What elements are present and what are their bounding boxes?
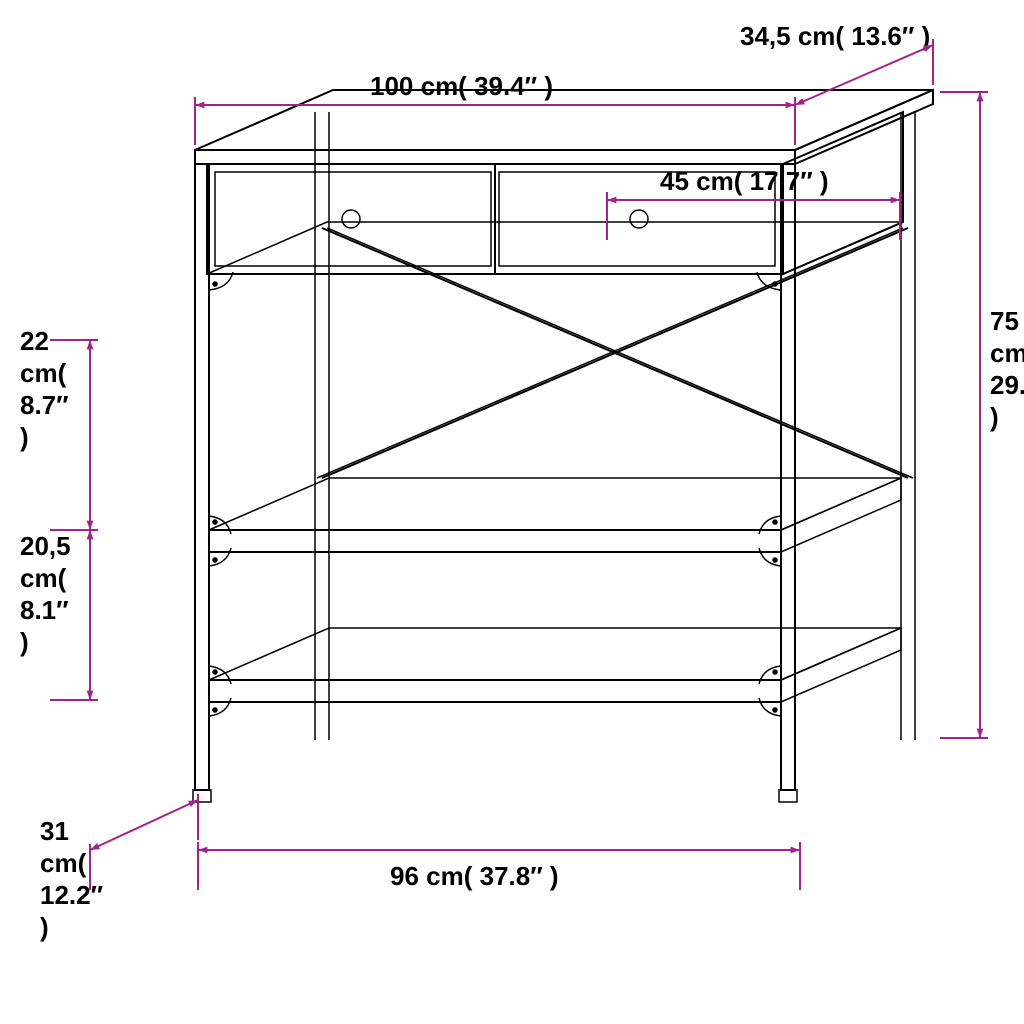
dim-label-shelf1_h-2: 8.7″ [20, 390, 69, 420]
dim-label-shelf2_h-3: ) [20, 627, 29, 657]
dim-label-shelf2_h-2: 8.1″ [20, 595, 69, 625]
dim-label-depth_bottom-2: 12.2″ [40, 880, 103, 910]
dim-label-shelf1_h-3: ) [20, 422, 29, 452]
dim-label-height_right-2: 29.5″ [990, 370, 1024, 400]
dim-label-depth_bottom-1: cm( [40, 848, 87, 878]
dim-width_bottom: 96 cm( 37.8″ ) [390, 861, 559, 891]
dim-label-width_bottom: 96 cm( 37.8″ ) [390, 861, 559, 891]
dim-shelf1_h: 22cm(8.7″) [20, 326, 69, 452]
dim-label-height_right-1: cm( [990, 338, 1024, 368]
dim-label-shelf2_h-0: 20,5 [20, 531, 71, 561]
dim-label-shelf1_h-1: cm( [20, 358, 67, 388]
dim-label-shelf2_h-1: cm( [20, 563, 67, 593]
dimension-annotations: 100 cm( 39.4″ ) 34,5 cm( 13.6″ ) 45 cm( 17… [20, 21, 1024, 942]
dim-depth_top: 34,5 cm( 13.6″ ) [740, 21, 930, 51]
dim-height_right: 75cm(29.5″) [990, 306, 1024, 432]
dim-shelf2_h: 20,5cm(8.1″) [20, 531, 71, 657]
dim-label-width_top: 100 cm( 39.4″ ) [370, 71, 553, 101]
dim-label-shelf1_h-0: 22 [20, 326, 49, 356]
dim-label-height_right-3: ) [990, 402, 999, 432]
dim-drawer_w: 45 cm( 17.7″ ) [660, 166, 829, 196]
dim-label-drawer_w: 45 cm( 17.7″ ) [660, 166, 829, 196]
furniture-drawing [193, 90, 933, 802]
dim-label-depth_bottom-3: ) [40, 912, 49, 942]
dim-label-depth_bottom-0: 31 [40, 816, 69, 846]
dim-label-depth_top: 34,5 cm( 13.6″ ) [740, 21, 930, 51]
dim-width_top: 100 cm( 39.4″ ) [370, 71, 553, 101]
dim-label-height_right-0: 75 [990, 306, 1019, 336]
dim-depth_bottom: 31cm(12.2″) [40, 816, 103, 942]
